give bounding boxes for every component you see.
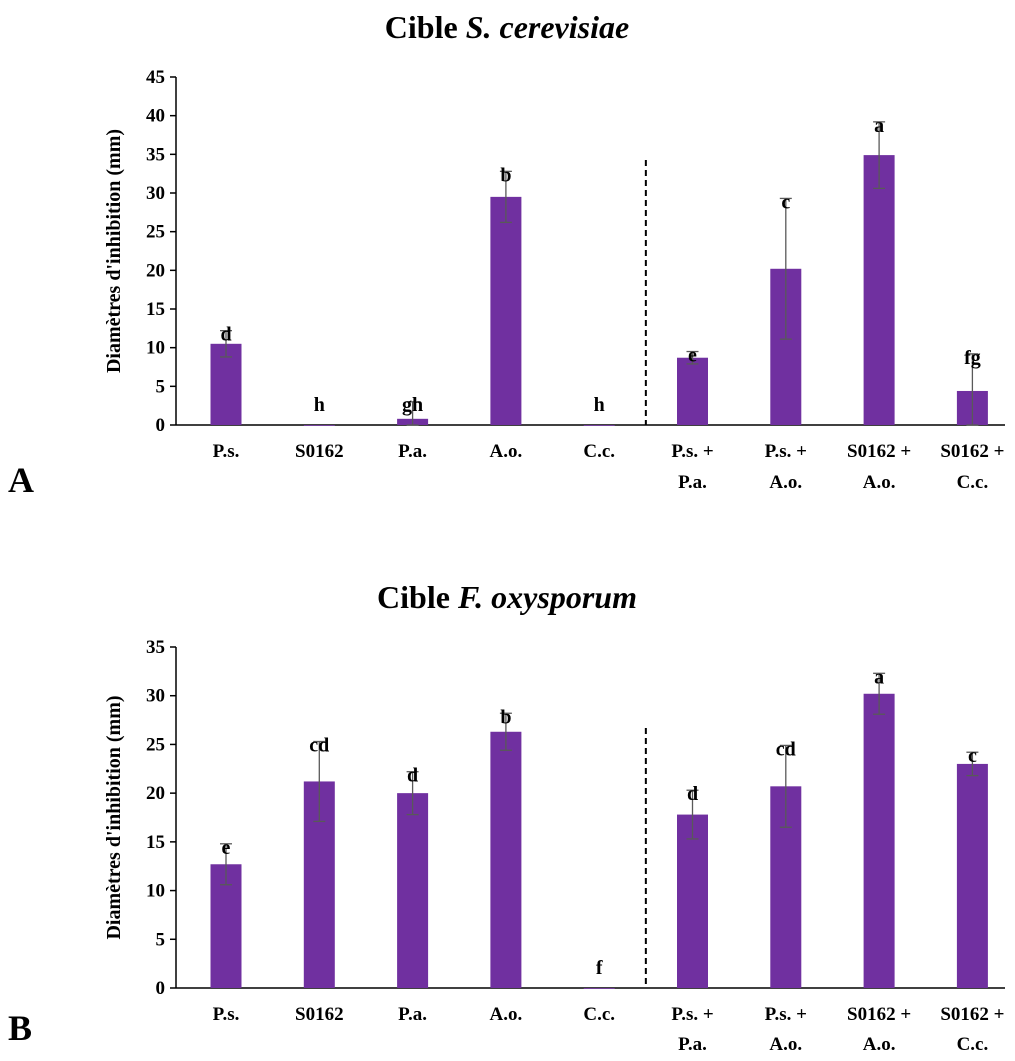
y-tick-label: 30 [146, 183, 165, 204]
x-tick-label: A.o. [769, 1034, 802, 1055]
significance-letter: c [968, 745, 977, 767]
x-tick-label: S0162 + [847, 441, 911, 462]
x-tick-label: P.s. + [765, 441, 807, 462]
significance-letter: h [594, 394, 605, 416]
significance-letter: d [407, 765, 418, 787]
y-tick-label: 25 [146, 222, 165, 243]
x-tick-label: S0162 [295, 1004, 344, 1025]
significance-letter: a [874, 666, 884, 688]
significance-letter: gh [402, 394, 423, 416]
y-tick-label: 10 [146, 881, 165, 902]
y-tick-label: 30 [146, 686, 165, 707]
significance-letter: b [500, 164, 511, 186]
chart-title: Cible F. oxysporum [377, 579, 637, 615]
y-tick-label: 5 [156, 376, 166, 397]
significance-letter: b [500, 706, 511, 728]
significance-letter: e [688, 345, 697, 367]
bar [583, 425, 615, 426]
x-tick-label: P.a. [398, 441, 427, 462]
panel-letter: A [8, 460, 34, 500]
x-tick-label: S0162 + [940, 441, 1004, 462]
x-tick-label: A.o. [490, 441, 523, 462]
chart-title-species: S. cerevisiae [466, 9, 630, 45]
x-tick-label: S0162 + [847, 1004, 911, 1025]
chart-title-prefix: Cible [377, 579, 458, 615]
x-tick-label: C.c. [583, 441, 615, 462]
x-tick-label: S0162 + [940, 1004, 1004, 1025]
significance-letter: h [314, 394, 325, 416]
panel-letter: B [8, 1008, 32, 1048]
x-tick-label: P.a. [398, 1004, 427, 1025]
bar [863, 693, 895, 988]
bar [863, 155, 895, 425]
x-tick-label: P.s. [213, 1004, 240, 1025]
x-tick-label: A.o. [863, 472, 896, 493]
chart-title: Cible S. cerevisiae [385, 9, 629, 45]
bar [490, 731, 522, 988]
y-tick-label: 45 [146, 67, 165, 88]
bar [677, 357, 708, 425]
y-tick-label: 0 [156, 978, 166, 999]
y-tick-label: 25 [146, 734, 165, 755]
significance-letter: a [874, 115, 884, 137]
bar [303, 425, 335, 426]
y-tick-label: 0 [156, 415, 166, 436]
x-tick-label: P.s. + [671, 1004, 713, 1025]
y-tick-label: 35 [146, 144, 165, 165]
chart-panel-a: Cible S. cerevisiae A Diamètres d'inhibiti… [8, 9, 1005, 500]
significance-letter: d [220, 324, 231, 346]
x-tick-label: A.o. [769, 472, 802, 493]
x-tick-label: A.o. [490, 1004, 523, 1025]
x-tick-label: A.o. [863, 1034, 896, 1055]
significance-letter: fg [964, 347, 981, 369]
chart-panel-b: Cible F. oxysporum B Diamètres d'inhibitio… [8, 579, 1005, 1055]
bar [583, 988, 615, 989]
x-tick-label: P.a. [678, 1034, 707, 1055]
x-tick-label: P.a. [678, 472, 707, 493]
y-tick-label: 40 [146, 106, 165, 127]
x-tick-label: P.s. + [671, 441, 713, 462]
significance-letter: c [781, 191, 790, 213]
y-tick-label: 20 [146, 260, 165, 281]
x-tick-label: P.s. + [765, 1004, 807, 1025]
significance-letter: cd [776, 738, 796, 760]
y-tick-label: 20 [146, 783, 165, 804]
bar [956, 763, 988, 988]
y-tick-label: 35 [146, 637, 165, 658]
bar [677, 814, 708, 988]
x-tick-label: C.c. [957, 472, 989, 493]
y-axis-label: Diamètres d'inhibition (mm) [103, 695, 125, 939]
y-tick-label: 15 [146, 832, 165, 853]
x-tick-label: C.c. [957, 1034, 989, 1055]
y-tick-label: 5 [156, 929, 166, 950]
y-tick-label: 10 [146, 338, 165, 359]
chart-title-species: F. oxysporum [457, 579, 637, 615]
significance-letter: d [687, 783, 698, 805]
significance-letter: cd [309, 735, 329, 757]
significance-letter: f [596, 957, 603, 979]
chart-title-prefix: Cible [385, 9, 466, 45]
bar [490, 196, 522, 425]
x-tick-label: C.c. [583, 1004, 615, 1025]
x-tick-label: P.s. [213, 441, 240, 462]
y-tick-label: 15 [146, 299, 165, 320]
bar [397, 793, 429, 988]
significance-letter: e [222, 837, 231, 859]
x-tick-label: S0162 [295, 441, 344, 462]
y-axis-label: Diamètres d'inhibition (mm) [103, 129, 125, 373]
